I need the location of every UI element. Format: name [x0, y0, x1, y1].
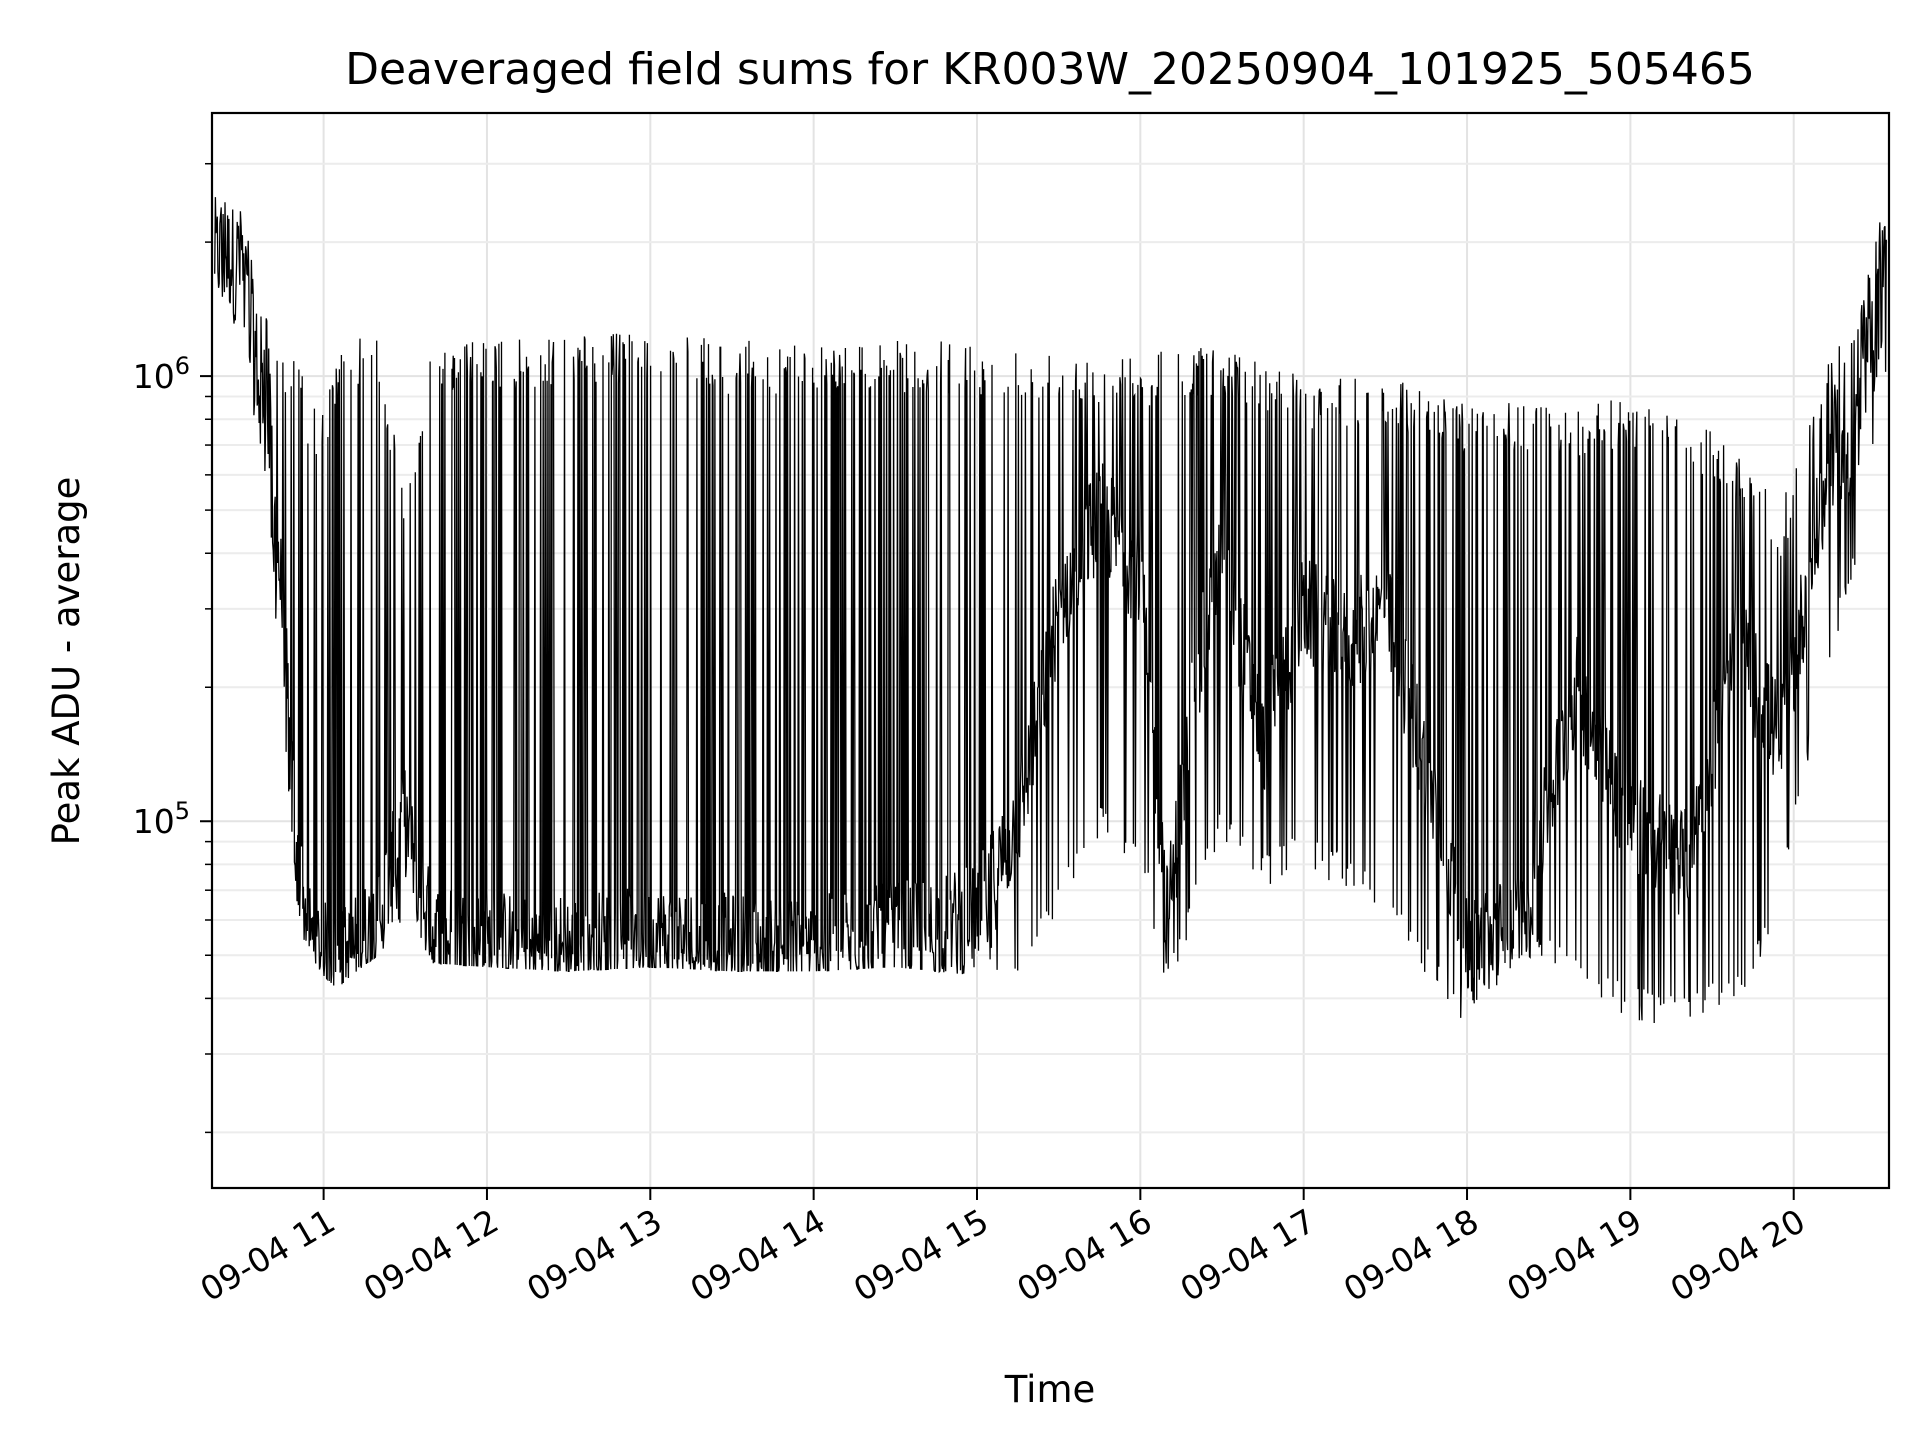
y-axis-ticks: 105 106 [133, 162, 212, 1134]
x-axis-label: Time [1004, 1368, 1096, 1411]
chart-title: Deaveraged field sums for KR003W_2025090… [345, 44, 1755, 95]
plot-frame [210, 111, 1891, 1190]
y-tick-label: 105 [133, 797, 190, 841]
y-tick-label: 106 [133, 352, 190, 396]
y-axis-label: Peak ADU - average [45, 477, 88, 846]
series-line [214, 197, 1887, 1024]
